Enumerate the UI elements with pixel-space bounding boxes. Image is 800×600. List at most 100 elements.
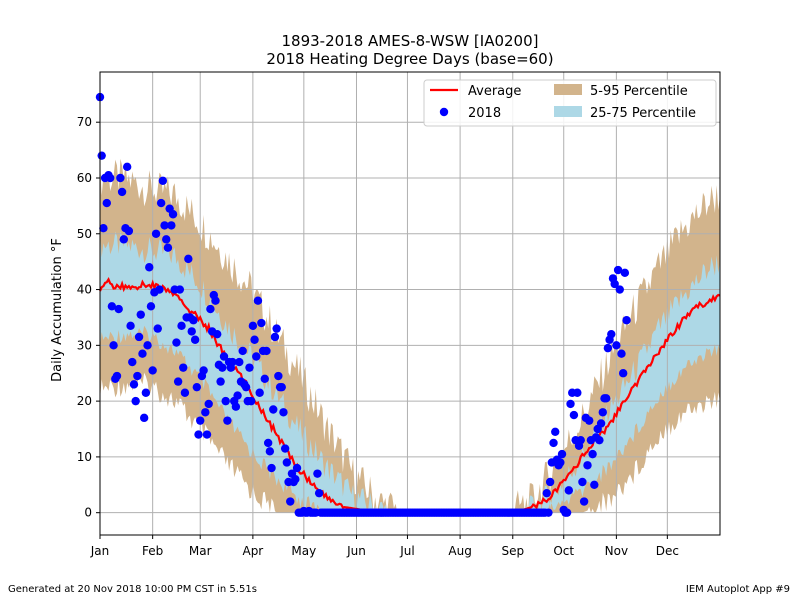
observed-point — [107, 302, 117, 311]
observed-point — [260, 374, 269, 384]
observed-point — [612, 341, 621, 350]
axis-ticks: Jan Feb Mar Apr May Jun Jul Aug Sep Oct Nov Dec 0 10 2… — [77, 115, 679, 558]
percentile-bands — [100, 158, 720, 513]
observed-point — [253, 296, 263, 305]
observed-point — [566, 399, 575, 409]
observed-point — [588, 449, 597, 459]
observed-point — [595, 435, 604, 445]
observed-point — [192, 382, 202, 392]
observed-point — [134, 332, 144, 342]
observed-point — [143, 341, 152, 350]
observed-point — [116, 173, 125, 183]
chart-title: 1893-2018 AMES-8-WSW [IA0200] — [281, 32, 539, 50]
observed-point — [216, 377, 225, 386]
observed-point — [245, 363, 254, 372]
x-tick-label: Jul — [399, 544, 414, 558]
observed-point — [263, 438, 273, 448]
observed-point — [615, 285, 624, 294]
observed-point — [569, 410, 579, 420]
observed-point — [269, 405, 278, 414]
x-tick-label: Jun — [346, 544, 366, 558]
observed-point — [255, 388, 264, 397]
observed-point — [262, 346, 271, 356]
observed-point — [545, 477, 555, 487]
observed-point — [544, 508, 553, 517]
observed-point — [119, 235, 128, 244]
observed-point — [314, 488, 324, 498]
x-tick-label: Feb — [142, 544, 163, 558]
observed-point — [610, 279, 619, 289]
observed-point — [218, 363, 227, 372]
observed-point — [158, 176, 168, 185]
y-tick-label: 40 — [77, 283, 92, 297]
observed-point — [219, 352, 229, 361]
percentile-25-75-band — [100, 231, 720, 513]
observed-point — [576, 435, 585, 445]
y-tick-label: 50 — [77, 227, 92, 241]
observed-point — [617, 349, 626, 358]
observed-point — [148, 366, 157, 375]
x-tick-label: Jan — [90, 544, 110, 558]
observed-point — [231, 402, 241, 411]
observed-point — [601, 394, 611, 403]
observed-point — [179, 363, 188, 372]
x-tick-label: Sep — [501, 544, 524, 558]
x-tick-label: Oct — [553, 544, 574, 558]
y-tick-label: 30 — [77, 338, 92, 352]
observed-point — [112, 371, 122, 381]
observed-point — [194, 430, 203, 439]
observed-point — [124, 226, 134, 236]
observed-point — [598, 408, 607, 417]
observed-point — [228, 357, 237, 367]
observed-point — [272, 324, 281, 333]
observed-point — [162, 235, 171, 244]
observed-2018-series — [95, 92, 631, 517]
observed-point — [117, 187, 127, 197]
observed-point — [160, 221, 169, 230]
x-tick-label: Dec — [656, 544, 679, 558]
observed-point — [233, 391, 242, 400]
observed-point — [564, 486, 574, 495]
observed-point — [122, 162, 132, 172]
observed-point — [257, 318, 266, 328]
observed-point — [155, 285, 164, 294]
y-tick-label: 20 — [77, 394, 92, 408]
observed-point — [313, 469, 322, 478]
observed-point — [201, 408, 210, 417]
observed-point — [607, 329, 616, 339]
observed-point — [620, 268, 630, 278]
observed-point — [280, 444, 290, 453]
legend-inner-swatch — [554, 106, 582, 117]
observed-point — [163, 243, 173, 252]
observed-point — [274, 371, 283, 381]
plot-frame — [99, 71, 721, 536]
legend-outer-label: 5-95 Percentile — [590, 84, 688, 99]
observed-point — [168, 210, 178, 219]
observed-point — [211, 296, 220, 305]
observed-point — [549, 438, 558, 448]
observed-point — [235, 357, 244, 367]
observed-point — [172, 338, 181, 347]
observed-point — [590, 480, 599, 489]
observed-point — [187, 327, 196, 336]
observed-point — [282, 458, 292, 467]
legend-outer-swatch — [554, 84, 582, 95]
y-tick-label: 0 — [84, 506, 92, 520]
observed-point — [277, 382, 286, 392]
observed-point — [596, 419, 606, 428]
observed-point — [109, 341, 118, 350]
footer-generated: Generated at 20 Nov 2018 10:00 PM CST in… — [8, 584, 257, 595]
observed-point — [252, 352, 261, 361]
observed-point — [99, 223, 108, 233]
observed-point — [241, 382, 251, 392]
observed-point — [250, 335, 259, 344]
observed-point — [291, 475, 300, 484]
observed-point — [199, 366, 208, 375]
observed-point — [579, 497, 589, 506]
chart-subtitle: 2018 Heating Degree Days (base=60) — [266, 50, 554, 68]
observed-point — [248, 321, 258, 331]
observed-point — [618, 369, 628, 378]
legend-box — [423, 79, 717, 127]
observed-point — [153, 324, 162, 333]
observed-point — [578, 477, 587, 487]
